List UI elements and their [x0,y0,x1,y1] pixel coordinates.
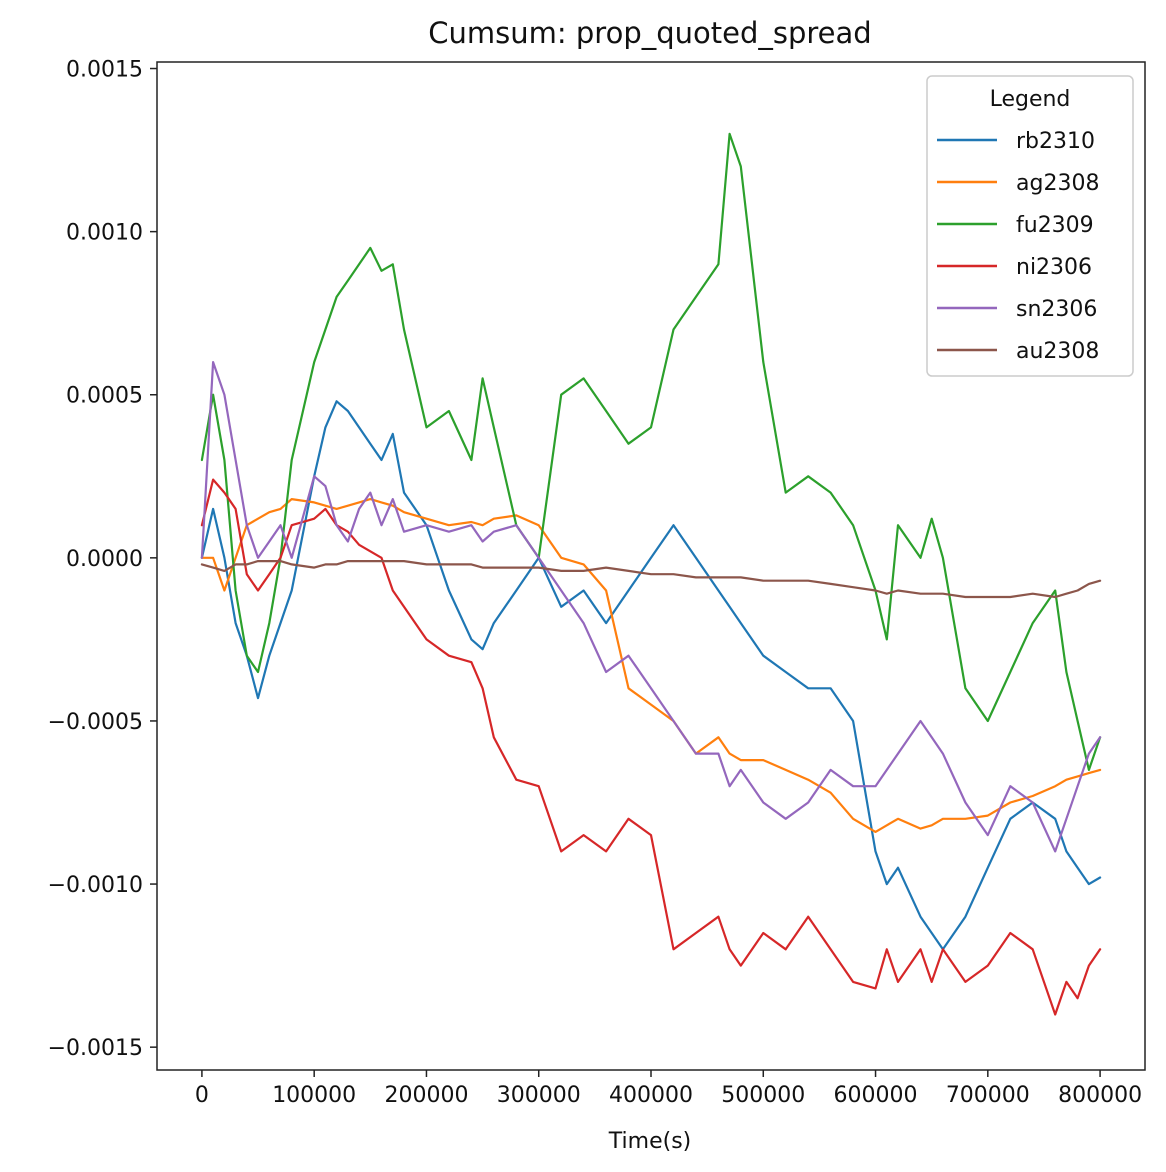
y-tick-label: −0.0015 [48,1036,143,1061]
legend: Legend rb2310 ag2308 fu2309 ni2306 sn2306 au2… [926,75,1134,377]
x-tick-label: 800000 [1058,1083,1142,1108]
y-tick-label: 0.0000 [66,547,143,572]
y-axis: 0.0015 0.0010 0.0005 0.0000 −0.0005 −0.0010 −0… [48,58,157,1061]
series-line-ni2306 [200,478,1102,1016]
series-line-au2308 [200,559,1102,599]
legend-label-sn2306: sn2306 [1016,297,1097,322]
x-tick-label: 0 [195,1083,209,1108]
chart-title: Cumsum: prop_quoted_spread [428,16,871,50]
y-tick-label: 0.0015 [66,58,143,83]
x-tick-label: 200000 [384,1083,468,1108]
legend-box [926,75,1134,377]
series-line-ag2308 [200,498,1102,834]
y-tick-label: 0.0010 [66,221,143,246]
legend-title: Legend [990,87,1071,112]
x-tick-label: 100000 [272,1083,356,1108]
series-lines [200,132,1102,1016]
x-axis-label: Time(s) [608,1129,691,1154]
legend-label-fu2309: fu2309 [1016,213,1094,238]
legend-label-ag2308: ag2308 [1016,171,1099,196]
legend-label-au2308: au2308 [1016,339,1099,364]
legend-label-rb2310: rb2310 [1016,129,1095,154]
x-tick-label: 300000 [497,1083,581,1108]
series-line-fu2309 [200,132,1102,772]
series-line-sn2306 [200,361,1102,853]
x-tick-label: 500000 [721,1083,805,1108]
x-tick-label: 600000 [834,1083,918,1108]
x-tick-label: 700000 [946,1083,1030,1108]
x-axis: 0 100000 200000 300000 400000 500000 600000 700… [195,1070,1142,1108]
x-tick-label: 400000 [609,1083,693,1108]
y-tick-label: 0.0005 [66,384,143,409]
y-tick-label: −0.0005 [48,710,143,735]
y-tick-label: −0.0010 [48,873,143,898]
legend-label-ni2306: ni2306 [1016,255,1092,280]
